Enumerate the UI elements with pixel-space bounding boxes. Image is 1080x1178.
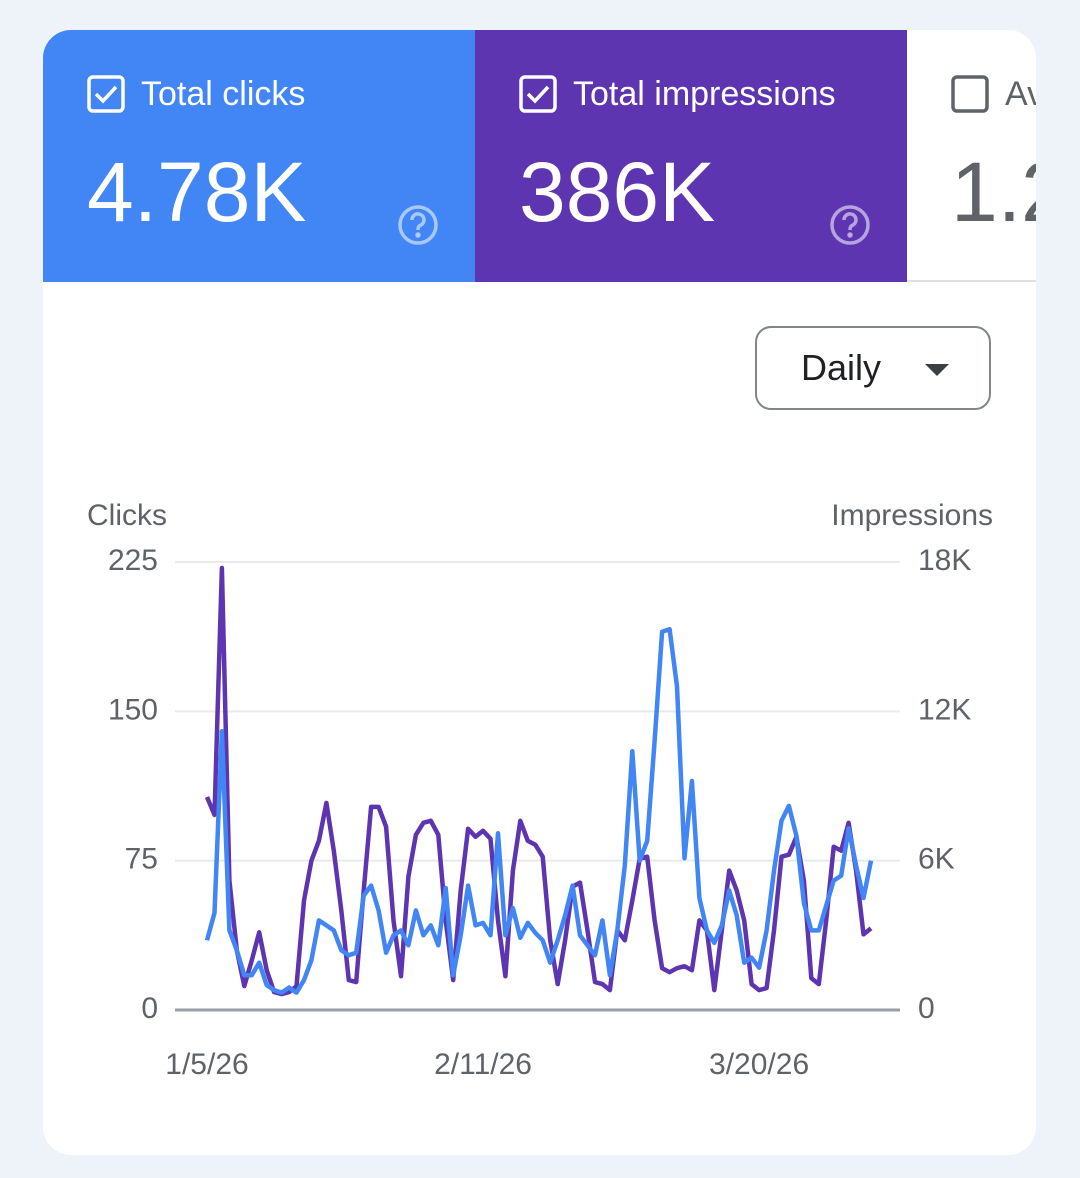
help-icon[interactable]	[397, 204, 439, 246]
series-line	[204, 626, 874, 995]
card-label: Total clicks	[141, 74, 306, 113]
y2-tick-label: 6K	[918, 843, 955, 876]
y-axis-title: Clicks	[87, 499, 167, 532]
y-tick-label: 225	[108, 544, 158, 577]
metric-card[interactable]: Total impressions 386K	[475, 30, 907, 282]
performance-panel: Total clicks 4.78K Total impressions 386…	[43, 30, 1036, 1155]
card-value: 1.2	[951, 145, 1036, 239]
checkbox[interactable]	[519, 75, 557, 113]
y2-tick-label: 0	[918, 992, 935, 1025]
y2-tick-label: 18K	[918, 544, 971, 577]
granularity-dropdown[interactable]: Daily	[755, 326, 991, 410]
y2-tick-label: 12K	[918, 693, 971, 726]
dropdown-label: Daily	[801, 347, 882, 388]
y2-axis-title: Impressions	[831, 499, 993, 532]
x-tick-label: 3/20/26	[709, 1048, 809, 1081]
metric-card[interactable]: Total clicks 4.78K	[43, 30, 475, 282]
card-label: Av	[1005, 74, 1036, 113]
card-value: 386K	[519, 145, 716, 239]
checkbox[interactable]	[951, 75, 989, 113]
y-tick-label: 150	[108, 693, 158, 726]
dropdown-arrow	[925, 364, 949, 376]
y-tick-label: 75	[125, 843, 158, 876]
checkbox[interactable]	[87, 75, 125, 113]
y-tick-label: 0	[141, 992, 158, 1025]
x-tick-label: 2/11/26	[434, 1048, 532, 1081]
card-value: 4.78K	[87, 145, 307, 239]
x-tick-label: 1/5/26	[165, 1048, 248, 1081]
help-icon[interactable]	[829, 204, 871, 246]
metric-card[interactable]: Av 1.2	[907, 30, 1036, 282]
card-label: Total impressions	[573, 74, 836, 113]
series-line	[204, 565, 873, 997]
